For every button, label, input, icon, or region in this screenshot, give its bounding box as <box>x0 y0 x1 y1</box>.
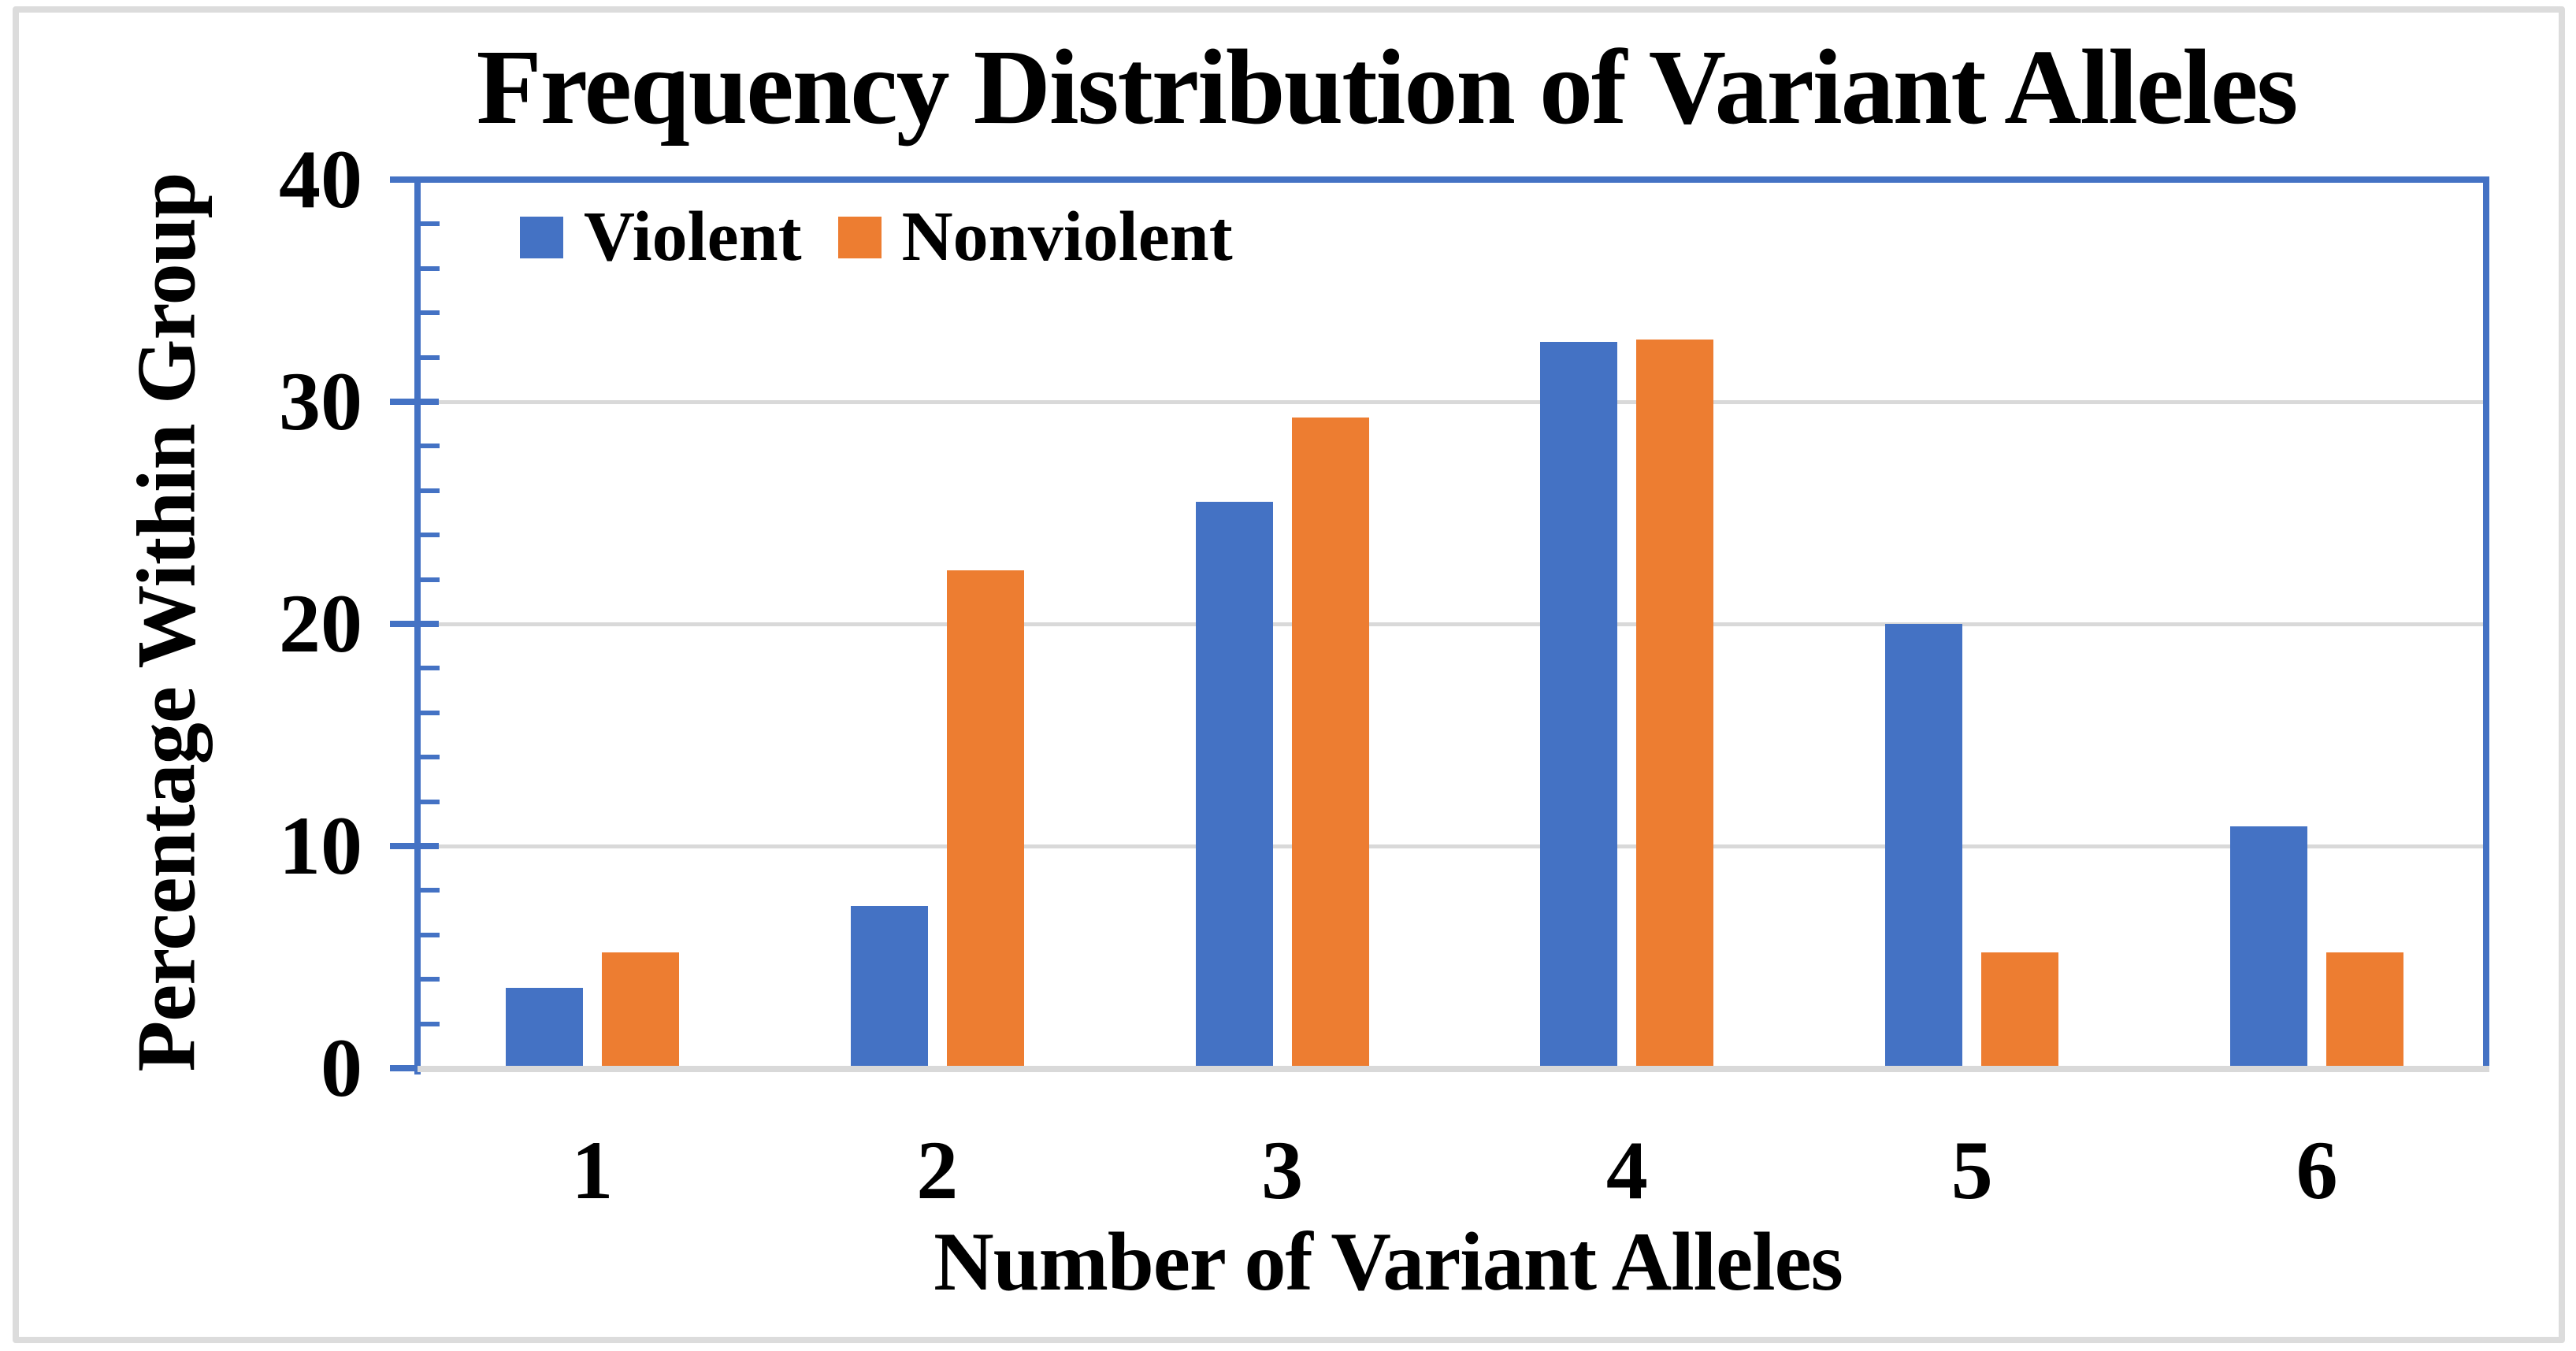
y-tick-label-0: 0 <box>321 1022 362 1114</box>
y-minor-tick-6 <box>421 932 440 937</box>
bar-nonviolent-4 <box>1636 340 1714 1068</box>
y-major-tick-0 <box>390 1065 420 1071</box>
y-minor-tick-26 <box>421 488 440 493</box>
legend-item-nonviolent: Nonviolent <box>837 198 1233 276</box>
bar-nonviolent-6 <box>2326 952 2404 1068</box>
gridline-30 <box>421 400 2489 404</box>
bar-violent-2 <box>850 906 928 1068</box>
y-minor-tick-2 <box>421 1021 440 1026</box>
y-axis-line <box>414 176 421 1074</box>
y-minor-tick-4 <box>421 977 440 982</box>
x-axis-baseline <box>418 1066 2489 1072</box>
bar-nonviolent-3 <box>1291 417 1369 1068</box>
plot-top-border <box>414 176 2489 183</box>
y-minor-tick-18 <box>421 666 440 671</box>
bar-nonviolent-2 <box>946 570 1024 1068</box>
y-minor-tick-24 <box>421 533 440 538</box>
y-tick-label-30: 30 <box>279 355 362 447</box>
x-tick-label-1: 1 <box>571 1124 614 1216</box>
chart-title: Frequency Distribution of Variant Allele… <box>476 28 2299 147</box>
bar-nonviolent-5 <box>1981 952 2059 1068</box>
bar-violent-4 <box>1540 341 1618 1068</box>
figure-border <box>13 6 2565 1343</box>
legend-label-violent: Violent <box>584 198 802 276</box>
y-tick-label-10: 10 <box>279 800 362 892</box>
y-minor-tick-8 <box>421 888 440 893</box>
legend-label-nonviolent: Nonviolent <box>901 198 1233 276</box>
bar-violent-5 <box>1885 624 1963 1068</box>
gridline-20 <box>421 622 2489 626</box>
y-minor-tick-36 <box>421 265 440 271</box>
bar-nonviolent-1 <box>601 952 679 1068</box>
y-tick-label-40: 40 <box>279 133 362 225</box>
x-tick-label-3: 3 <box>1261 1124 1304 1216</box>
legend-swatch-violent-icon <box>520 216 563 258</box>
y-tick-label-20: 20 <box>279 577 362 670</box>
bar-violent-6 <box>2230 826 2308 1068</box>
bar-violent-3 <box>1195 501 1273 1068</box>
x-tick-label-2: 2 <box>916 1124 959 1216</box>
y-minor-tick-32 <box>421 354 440 360</box>
legend-swatch-nonviolent-icon <box>837 216 882 258</box>
bar-violent-1 <box>505 988 583 1068</box>
y-minor-tick-12 <box>421 799 440 804</box>
y-minor-tick-34 <box>421 310 440 316</box>
x-tick-label-5: 5 <box>1951 1124 1993 1216</box>
legend: Violent Nonviolent <box>520 202 1233 273</box>
y-minor-tick-16 <box>421 710 440 715</box>
y-minor-tick-14 <box>421 755 440 760</box>
y-minor-tick-28 <box>421 444 440 449</box>
x-axis-title: Number of Variant Alleles <box>934 1216 1843 1308</box>
gridline-10 <box>421 844 2489 848</box>
legend-item-violent: Violent <box>520 202 802 273</box>
plot-right-border <box>2483 176 2489 1071</box>
x-tick-label-6: 6 <box>2296 1124 2338 1216</box>
y-minor-tick-22 <box>421 577 440 582</box>
x-tick-label-4: 4 <box>1605 1124 1648 1216</box>
y-minor-tick-38 <box>421 221 440 227</box>
